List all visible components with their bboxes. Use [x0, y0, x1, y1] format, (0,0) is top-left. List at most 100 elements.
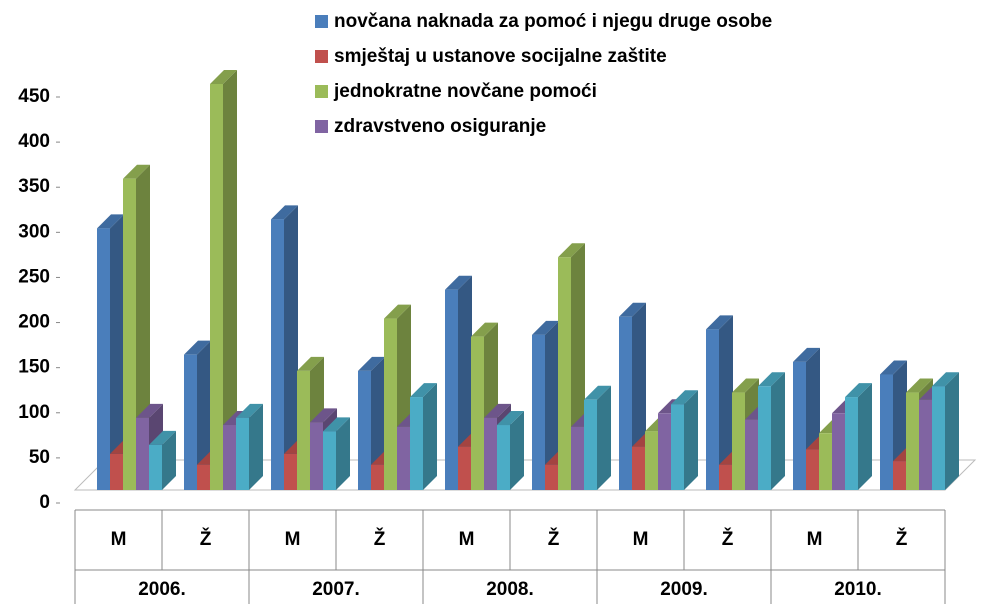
bar-top — [184, 340, 211, 355]
bar-top — [471, 322, 498, 337]
bar-top — [323, 417, 350, 432]
y-tick-label: 0 — [39, 492, 50, 513]
bar — [619, 316, 632, 490]
legend-label: novčana naknada za pomoć i njegu druge o… — [334, 11, 772, 32]
bar — [445, 289, 458, 490]
legend-label: smještaj u ustanove socijalne zaštite — [334, 46, 667, 67]
bar — [484, 417, 497, 490]
bar-top — [271, 205, 298, 220]
y-tick-label: 400 — [18, 131, 50, 152]
bar — [110, 453, 123, 490]
bar — [558, 257, 571, 490]
bar — [658, 413, 671, 490]
bar-top — [793, 347, 820, 362]
bar-side — [110, 214, 124, 490]
bar-side — [719, 315, 733, 490]
y-tick-label: 250 — [18, 266, 50, 287]
y-tick-label: 150 — [18, 357, 50, 378]
bar-top — [906, 378, 933, 393]
bar — [880, 374, 893, 490]
legend-swatch — [315, 85, 328, 98]
bar — [906, 392, 919, 490]
bar-top — [123, 164, 150, 179]
bar-top — [310, 408, 337, 423]
bar — [645, 431, 658, 490]
y-tick-label: 200 — [18, 312, 50, 333]
bar-top — [845, 383, 872, 398]
bar-side — [945, 372, 959, 490]
bar-top — [97, 214, 124, 229]
bar-side — [858, 383, 872, 490]
bar — [471, 336, 484, 490]
bar — [297, 370, 310, 490]
bar-top — [358, 356, 385, 371]
y-tick-label: 350 — [18, 176, 50, 197]
bar — [932, 386, 945, 490]
bar-top — [384, 304, 411, 319]
bar — [371, 464, 384, 490]
group-label: 2009. — [660, 579, 708, 600]
bar-top — [210, 70, 237, 84]
bar — [632, 446, 645, 490]
bar — [358, 370, 371, 490]
legend-label: zdravstveno osiguranje — [334, 116, 546, 137]
bar-top — [136, 403, 163, 418]
bar — [532, 334, 545, 490]
bar-top — [236, 403, 263, 418]
x-tick-label: M — [111, 529, 127, 550]
legend-swatch — [315, 120, 328, 133]
bar — [819, 433, 832, 490]
bar — [806, 449, 819, 490]
bar-top — [149, 430, 176, 445]
x-tick-label: M — [807, 529, 823, 550]
x-tick-label: Ž — [374, 528, 386, 550]
bar-side — [284, 205, 298, 491]
bar — [497, 425, 510, 490]
bar — [458, 446, 471, 490]
bar-top — [558, 243, 585, 258]
group-label: 2008. — [486, 579, 534, 600]
bar — [410, 397, 423, 490]
bar — [745, 419, 758, 490]
bar — [719, 464, 732, 490]
bar-top — [484, 403, 511, 418]
bar-top — [758, 372, 785, 387]
x-tick-label: M — [285, 529, 301, 550]
bar-side — [684, 390, 698, 490]
y-tick-label: 450 — [18, 86, 50, 107]
bar-top — [732, 378, 759, 393]
bar — [197, 464, 210, 490]
bar — [584, 399, 597, 490]
bar — [397, 426, 410, 490]
bar — [210, 84, 223, 490]
bar — [845, 397, 858, 490]
bar-top — [584, 385, 611, 400]
group-label: 2006. — [138, 579, 186, 600]
bar — [919, 399, 932, 490]
bar-side — [336, 417, 350, 490]
bar — [310, 422, 323, 490]
bar — [671, 404, 684, 490]
bar-top — [445, 275, 472, 290]
x-tick-label: Ž — [722, 528, 734, 550]
y-tick-label: 300 — [18, 221, 50, 242]
bar — [545, 464, 558, 490]
bar — [758, 386, 771, 490]
y-tick-label: 100 — [18, 402, 50, 423]
bar-side — [223, 70, 237, 490]
bar-side — [771, 372, 785, 490]
bar-side — [162, 430, 176, 490]
bar — [893, 461, 906, 490]
bar — [384, 318, 397, 490]
legend-swatch — [315, 15, 328, 28]
bar-top — [410, 383, 437, 398]
bar-side — [597, 385, 611, 490]
bar-top — [532, 320, 559, 335]
bar-side — [510, 411, 524, 490]
bar — [123, 178, 136, 490]
x-tick-label: M — [459, 529, 475, 550]
bar-top — [619, 302, 646, 317]
bar — [136, 417, 149, 490]
bar-side — [423, 383, 437, 490]
